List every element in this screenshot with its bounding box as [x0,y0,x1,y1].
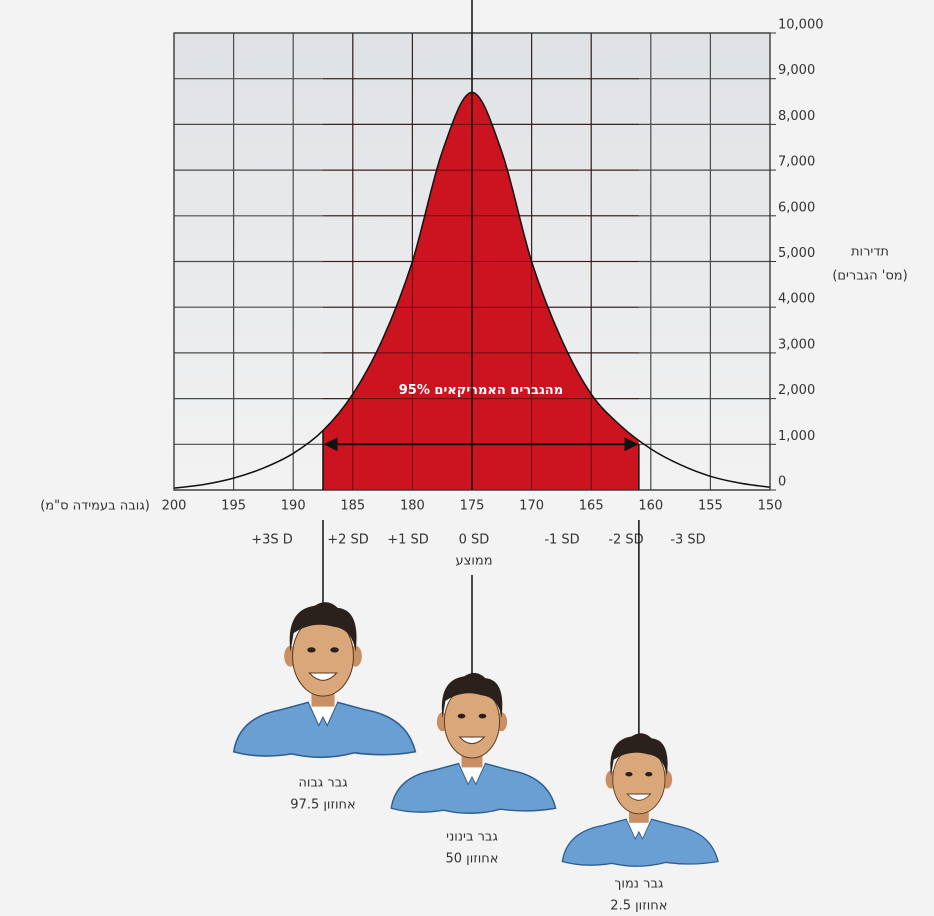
sd-label: +1 SD [387,533,429,548]
person-percentile: אחוזון 97.5 [290,798,355,813]
collar [625,819,652,841]
y-tick-label: 4,000 [778,292,815,307]
y-tick-label: 7,000 [778,155,815,170]
x-tick-label: 185 [340,499,365,514]
x-tick-label: 165 [579,499,604,514]
x-tick-label: 160 [638,499,663,514]
eye [457,713,466,719]
annotation: 95% מהגברים האמריקאים [399,383,563,398]
y-tick-label: 2,000 [778,383,815,398]
shirt [232,701,417,759]
person-percentile: אחוזון 50 [446,852,499,867]
x-tick-label: 200 [162,499,187,514]
x-tick-label: 155 [698,499,723,514]
y-tick-label: 0 [778,475,786,490]
person [390,672,557,814]
person [561,733,719,867]
shirt [561,818,719,867]
mean-label: ממוצע [455,554,492,569]
smile [458,736,486,745]
hair [610,733,668,776]
x-tick-label: 195 [221,499,246,514]
y-tick-label: 10,000 [778,18,824,33]
y-tick-label: 3,000 [778,337,815,352]
x-tick-label: 180 [400,499,425,514]
eye [307,647,316,653]
sd-label: 0 SD [459,533,490,548]
x-axis-label: (גובה בעמידה ס"מ) [40,499,150,514]
x-tick-label: 175 [460,499,485,514]
sd-label: +3S D [251,533,293,548]
person-name: גבר נמוך [614,877,663,892]
sd-label: -1 SD [544,533,579,548]
sd-label: -2 SD [608,533,643,548]
person-percentile: אחוזון 2.5 [610,899,667,914]
y-tick-label: 1,000 [778,429,815,444]
person [232,602,417,759]
shaded-area [323,92,639,490]
x-tick-label: 190 [281,499,306,514]
eye [625,771,633,777]
y-tick-label: 6,000 [778,200,815,215]
y-tick-label: 8,000 [778,109,815,124]
x-tick-label: 170 [519,499,544,514]
y-tick-label: 9,000 [778,63,815,78]
eye [478,713,487,719]
collar [307,702,339,727]
collar [458,763,486,786]
person-name: גבר בינוני [446,830,498,845]
y-tick-label: 5,000 [778,246,815,261]
smile [308,672,338,681]
sd-label: -3 SD [670,533,705,548]
eye [645,771,653,777]
hair [289,602,357,652]
shirt [390,762,557,814]
y-axis-label: (מס' הגברים) [832,269,907,284]
sd-label: +2 SD [327,533,369,548]
x-tick-label: 150 [758,499,783,514]
y-axis-label: תדירות [851,245,889,260]
smile [626,793,652,801]
person-name: גבר גבוה [298,776,347,791]
eye [330,647,339,653]
hair [441,672,503,718]
